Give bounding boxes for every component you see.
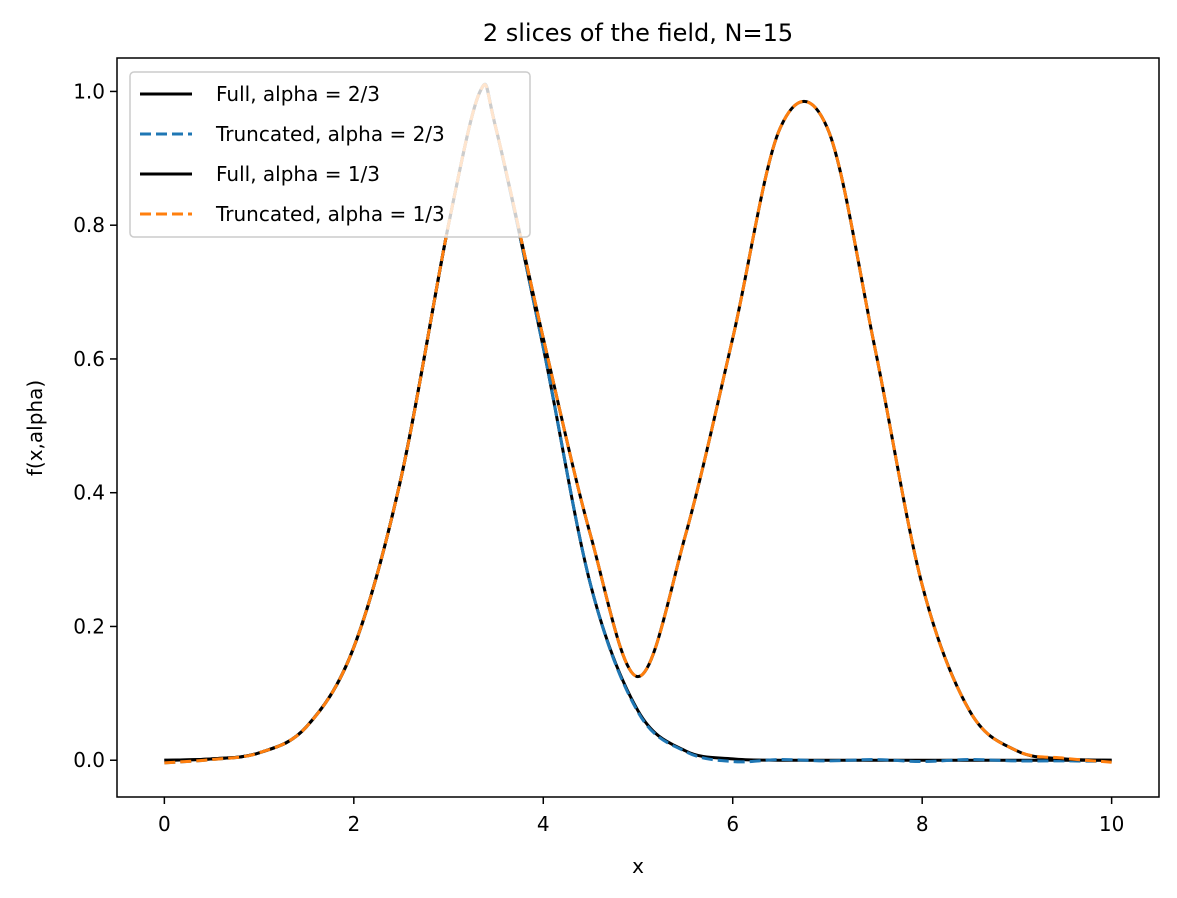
x-axis-label: x xyxy=(632,854,644,878)
y-tick-label: 0.8 xyxy=(73,213,105,237)
series-line-4 xyxy=(164,83,1112,765)
x-tick-label: 4 xyxy=(537,812,550,836)
legend-label: Truncated, alpha = 1/3 xyxy=(215,202,445,226)
y-tick-label: 0.6 xyxy=(73,347,105,371)
x-tick-label: 0 xyxy=(158,812,171,836)
y-tick-label: 0.2 xyxy=(73,614,105,638)
y-axis-label: f(x,alpha) xyxy=(23,380,47,476)
y-tick-label: 0.4 xyxy=(73,481,105,505)
y-tick-label: 0.0 xyxy=(73,748,105,772)
x-tick-label: 8 xyxy=(916,812,929,836)
x-tick-label: 2 xyxy=(347,812,360,836)
x-tick-label: 6 xyxy=(726,812,739,836)
legend-label: Truncated, alpha = 2/3 xyxy=(215,122,445,146)
legend-label: Full, alpha = 1/3 xyxy=(216,162,380,186)
legend: Full, alpha = 2/3 Truncated, alpha = 2/3 F… xyxy=(129,71,531,238)
y-tick-label: 1.0 xyxy=(73,79,105,103)
chart-title: 2 slices of the field, N=15 xyxy=(483,19,793,47)
legend-label: Full, alpha = 2/3 xyxy=(216,82,380,106)
axes-frame xyxy=(116,57,1160,798)
axis-ticks: 0 2 4 6 8 10 0.0 0.2 0.4 0.6 0.8 1.0 xyxy=(73,79,1124,836)
x-tick-label: 10 xyxy=(1099,812,1124,836)
legend-box xyxy=(129,71,531,238)
plot-area xyxy=(164,82,1112,765)
